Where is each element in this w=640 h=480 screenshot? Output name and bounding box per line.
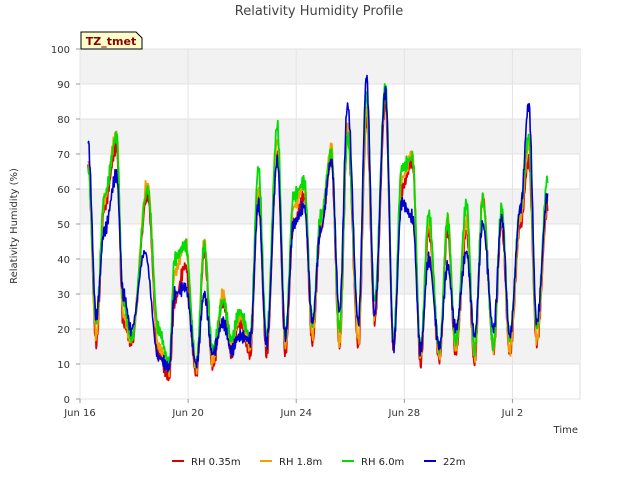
background-band: [80, 189, 580, 224]
y-tick-label: 60: [57, 185, 70, 196]
y-axis-ticks: 0 10 20 30 40 50 60 70 80 90 100: [51, 45, 80, 406]
y-tick-label: 70: [57, 150, 70, 161]
x-tick-label: Jun 24: [279, 408, 312, 419]
y-tick-label: 100: [51, 45, 70, 56]
site-label: TZ_tmet: [86, 35, 136, 48]
y-tick-label: 80: [57, 115, 70, 126]
x-axis-label: Time: [553, 425, 578, 436]
legend-label: RH 1.8m: [279, 457, 322, 468]
y-tick-label: 30: [57, 290, 70, 301]
site-label-shape: [80, 31, 143, 50]
y-tick-label: 40: [57, 255, 70, 266]
legend-label: 22m: [443, 457, 465, 468]
x-tick-label: Jun 20: [171, 408, 204, 419]
site-label-box: TZ_tmet: [80, 31, 143, 50]
background-band: [80, 49, 580, 84]
series-line-22m: [87, 74, 549, 373]
legend: RH 0.35m RH 1.8m RH 6.0m 22m: [172, 457, 465, 468]
x-axis-ticks: Jun 16 Jun 20 Jun 24 Jun 28 Jul 2: [63, 399, 523, 419]
x-tick-label: Jun 28: [388, 408, 421, 419]
x-tick-label: Jul 2: [501, 408, 524, 419]
y-tick-label: 0: [64, 395, 70, 406]
legend-label: RH 6.0m: [361, 457, 404, 468]
y-tick-label: 10: [57, 360, 70, 371]
y-axis-label: Relativity Humidity (%): [9, 168, 20, 284]
x-tick-label: Jun 16: [63, 408, 96, 419]
y-tick-label: 20: [57, 325, 70, 336]
legend-label: RH 0.35m: [191, 457, 241, 468]
y-tick-label: 90: [57, 80, 70, 91]
series-layer: [87, 74, 549, 382]
chart-title: Relativity Humidity Profile: [235, 4, 403, 19]
y-tick-label: 50: [57, 220, 70, 231]
